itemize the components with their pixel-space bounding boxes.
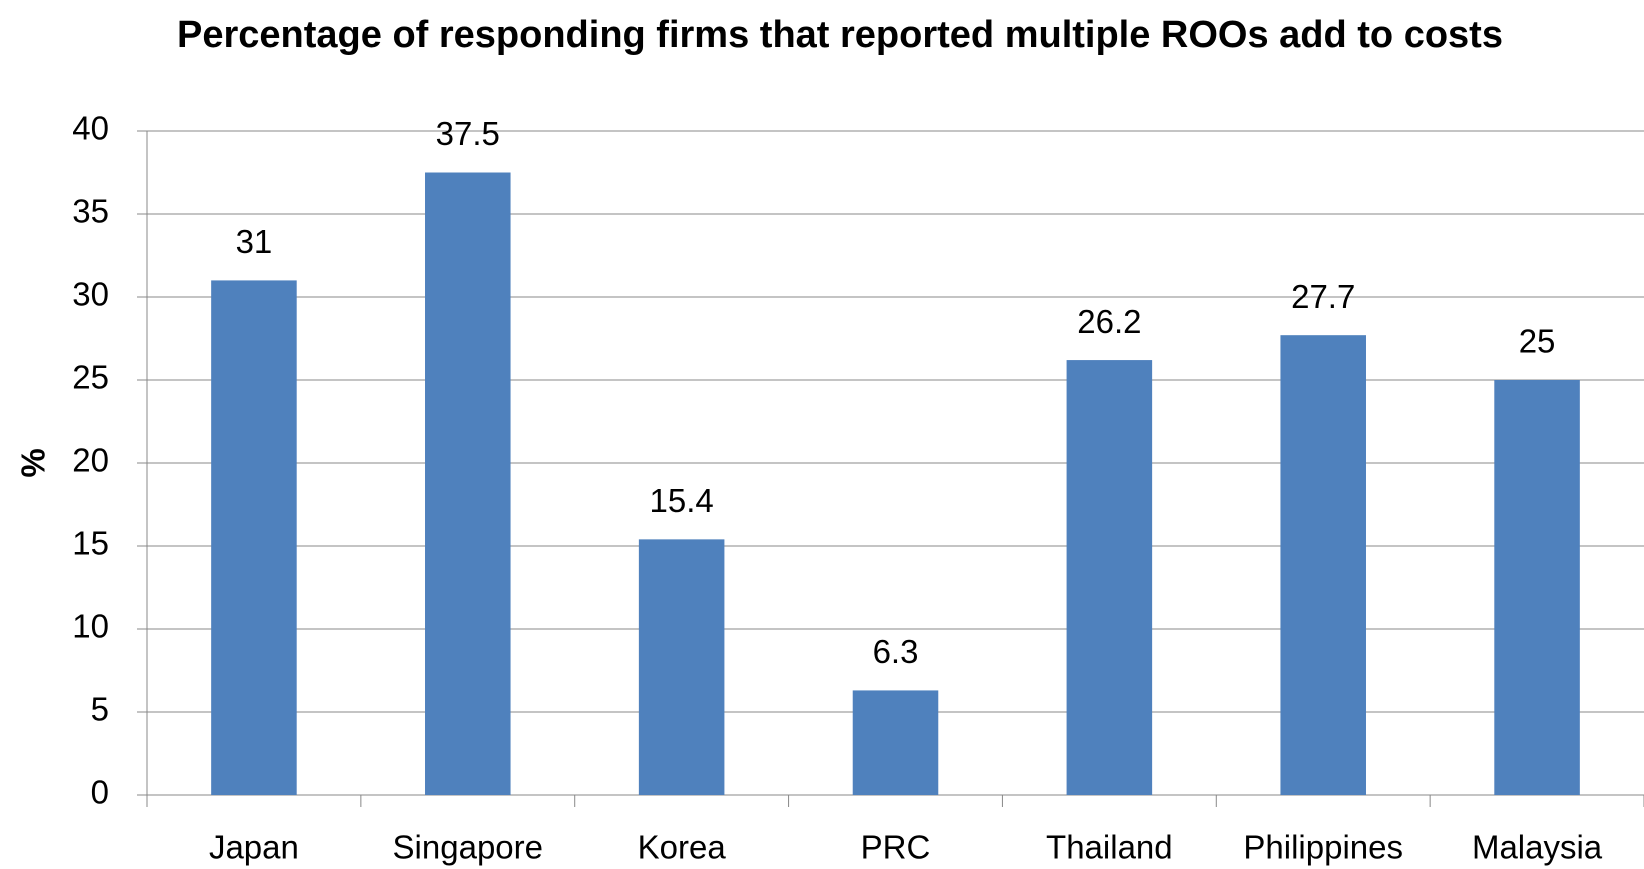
- x-tick-label: Thailand: [1046, 829, 1173, 866]
- x-tick-label: Japan: [209, 829, 299, 866]
- bar: [425, 172, 511, 795]
- data-label: 6.3: [873, 633, 919, 670]
- y-tick-label: 20: [72, 442, 109, 479]
- x-tick-label: Philippines: [1243, 829, 1403, 866]
- y-tick-label: 5: [91, 691, 109, 728]
- data-label: 31: [236, 223, 273, 260]
- data-label: 26.2: [1077, 303, 1141, 340]
- chart-title: Percentage of responding firms that repo…: [177, 14, 1503, 56]
- bar: [1280, 335, 1366, 795]
- x-tick-label: Malaysia: [1472, 829, 1603, 866]
- y-tick-label: 10: [72, 608, 109, 645]
- y-tick-label: 40: [72, 110, 109, 147]
- data-label: 37.5: [436, 115, 500, 152]
- x-tick-label: Korea: [638, 829, 727, 866]
- bar: [1494, 380, 1580, 795]
- data-label: 15.4: [650, 482, 714, 519]
- bar: [1066, 360, 1153, 795]
- y-tick-label: 35: [72, 193, 109, 230]
- y-tick-label: 0: [91, 774, 109, 811]
- y-tick-label: 30: [72, 276, 109, 313]
- data-label: 25: [1519, 323, 1556, 360]
- y-tick-label: 15: [72, 525, 109, 562]
- y-axis-label: %: [15, 448, 52, 477]
- data-label: 27.7: [1291, 278, 1355, 315]
- bar: [638, 539, 725, 795]
- y-tick-label: 25: [72, 359, 109, 396]
- x-tick-label: PRC: [861, 829, 931, 866]
- bar: [211, 280, 297, 795]
- x-tick-label: Singapore: [393, 829, 543, 866]
- bar: [852, 690, 939, 795]
